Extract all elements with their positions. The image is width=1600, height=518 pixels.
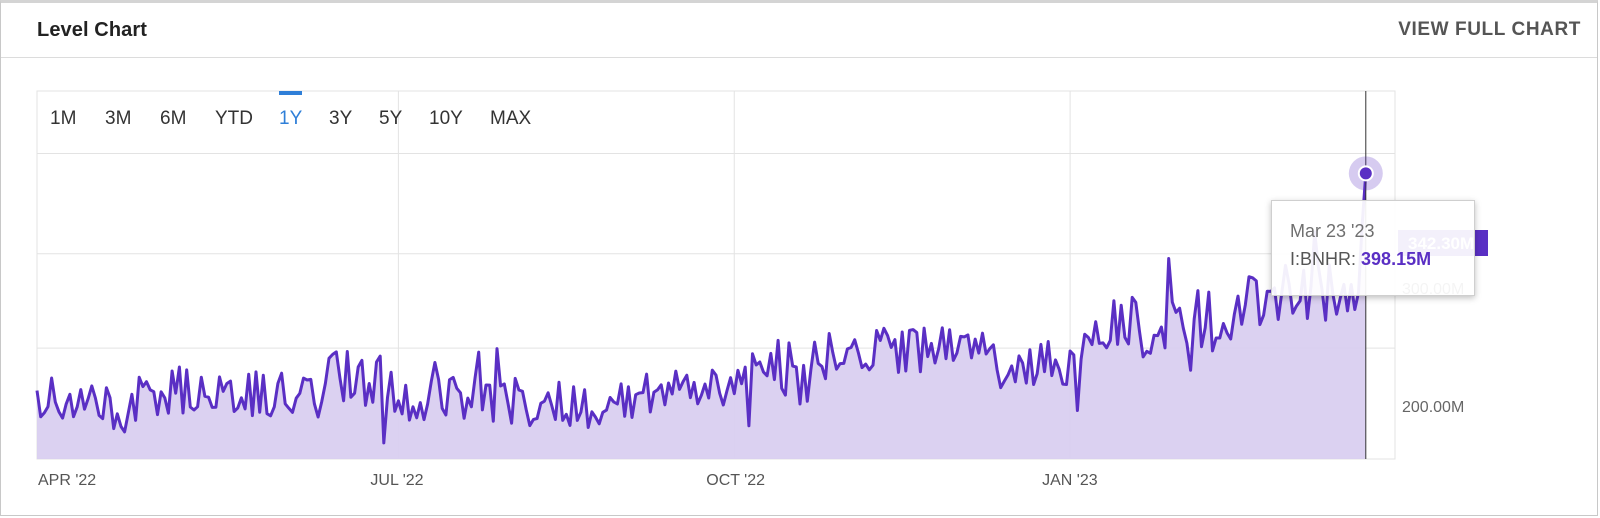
active-range-indicator	[279, 91, 302, 95]
tooltip-date: Mar 23 '23	[1290, 221, 1375, 241]
range-button-6m[interactable]: 6M	[160, 108, 186, 129]
range-button-label: 3Y	[329, 108, 353, 129]
y-tick-label: 200.00M	[1402, 399, 1464, 416]
range-button-label: 5Y	[379, 108, 403, 129]
view-full-chart-link[interactable]: VIEW FULL CHART	[1398, 19, 1581, 40]
x-tick-label: JUL '22	[370, 472, 423, 489]
range-button-label: 6M	[160, 108, 186, 129]
range-button-label: YTD	[215, 108, 253, 129]
area-layer	[35, 173, 1368, 459]
card-header: Level Chart VIEW FULL CHART	[1, 3, 1597, 58]
tooltip-value: 398.15M	[1361, 249, 1432, 269]
range-button-label: MAX	[490, 108, 532, 129]
hover-point	[1357, 165, 1374, 182]
range-button-label: 1M	[50, 108, 76, 129]
tooltip-series-label: I:BNHR:	[1290, 249, 1357, 269]
range-button-5y[interactable]: 5Y	[379, 108, 403, 129]
range-button-label: 10Y	[429, 108, 463, 129]
range-button-1m[interactable]: 1M	[50, 108, 76, 129]
x-tick-label: OCT '22	[706, 472, 765, 489]
x-tick-label: APR '22	[38, 472, 96, 489]
x-axis-labels: APR '22 JUL '22 OCT '22 JAN '23	[38, 472, 1098, 489]
series-line-i-bnhr	[35, 173, 1368, 445]
range-button-1y[interactable]: 1Y	[279, 91, 303, 129]
range-button-10y[interactable]: 10Y	[429, 108, 463, 129]
range-button-max[interactable]: MAX	[490, 108, 532, 129]
y-axis-labels: 200.00M300.00M	[1402, 281, 1464, 416]
chart-tooltip: Mar 23 '23 I:BNHR: 398.15M	[1271, 200, 1475, 296]
range-button-3y[interactable]: 3Y	[329, 108, 353, 129]
x-tick-label: JAN '23	[1042, 472, 1098, 489]
range-button-label: 1Y	[279, 108, 303, 129]
range-button-ytd[interactable]: YTD	[215, 108, 253, 129]
chart-title: Level Chart	[37, 19, 148, 41]
range-button-label: 3M	[105, 108, 131, 129]
tooltip-series: I:BNHR: 398.15M	[1290, 249, 1474, 270]
range-button-3m[interactable]: 3M	[105, 108, 131, 129]
range-selector: 1M 3M 6M YTD 1Y 3Y 5Y 10Y MAX	[50, 91, 532, 129]
